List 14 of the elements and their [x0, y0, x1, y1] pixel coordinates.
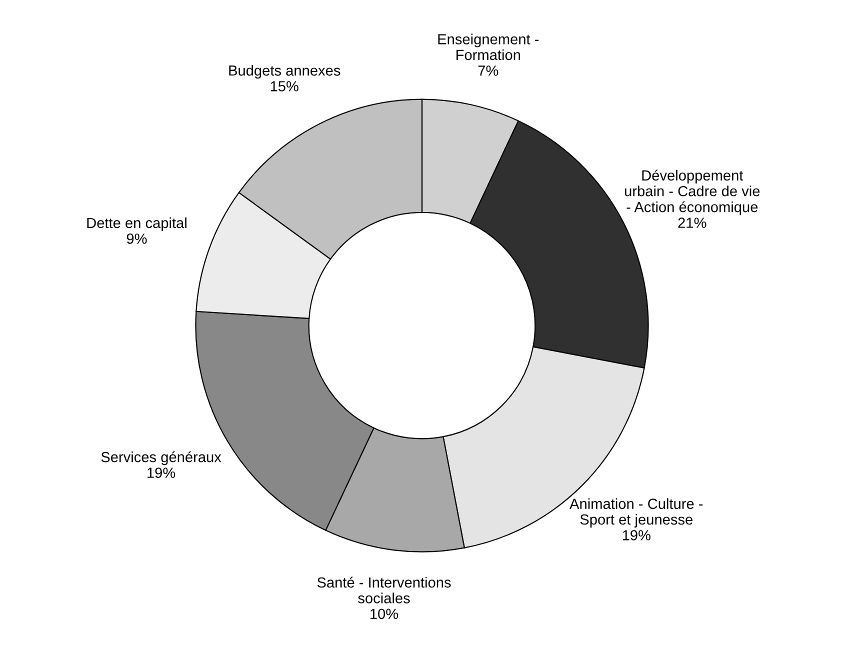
slice-label: Animation - Culture - Sport et jeunesse	[570, 498, 703, 528]
slice-label: Développement urbain - Cadre de vie - Action économique	[625, 170, 760, 216]
data-label: 19%	[148, 468, 176, 478]
slice-label: Dette en capital	[87, 217, 186, 232]
slice-label: Enseignement - Formation	[438, 34, 539, 60]
data-label: 21%	[678, 218, 706, 228]
data-label: 15%	[270, 81, 298, 92]
data-label: 10%	[370, 608, 398, 620]
slice-label: Services généraux	[101, 451, 222, 466]
slice-label: Budgets annexes	[229, 64, 340, 79]
data-label: 19%	[622, 530, 650, 540]
data-label: 7%	[478, 66, 498, 76]
slice-label: Santé - Interventions sociales	[317, 576, 451, 604]
data-label: 9%	[126, 234, 147, 244]
